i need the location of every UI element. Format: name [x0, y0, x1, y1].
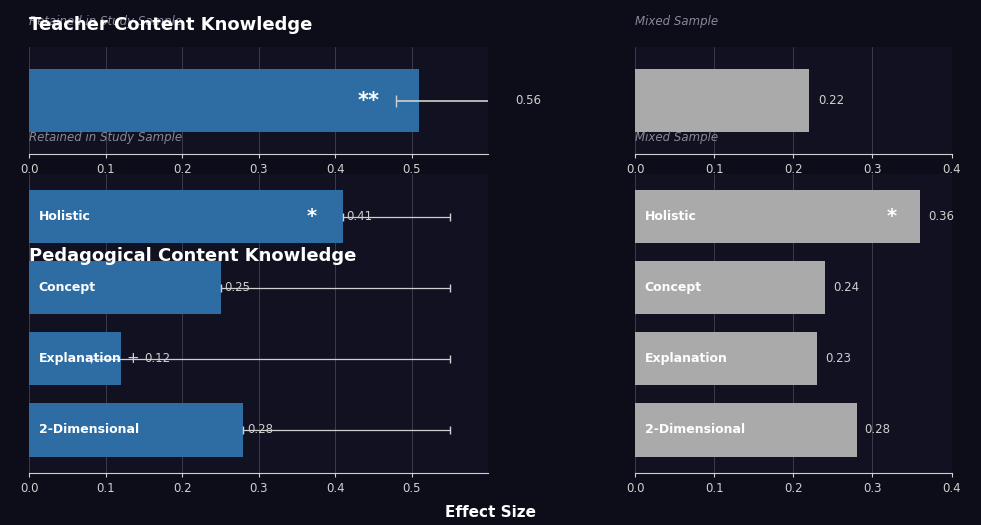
Text: Holistic: Holistic	[38, 210, 90, 223]
Text: **: **	[358, 90, 380, 111]
Bar	[29, 261, 221, 314]
Text: Pedagogical Content Knowledge: Pedagogical Content Knowledge	[29, 247, 357, 265]
Text: Mixed Sample: Mixed Sample	[636, 15, 718, 28]
Text: Teacher Content Knowledge: Teacher Content Knowledge	[29, 16, 313, 34]
Text: 2-Dimensional: 2-Dimensional	[38, 423, 138, 436]
Bar	[636, 332, 817, 385]
Text: *: *	[887, 207, 897, 226]
Text: 0.28: 0.28	[247, 423, 274, 436]
Text: 0.56: 0.56	[515, 94, 541, 107]
Text: Concept: Concept	[645, 281, 701, 295]
Text: 0.24: 0.24	[833, 281, 859, 295]
Bar	[636, 403, 856, 457]
Bar	[636, 261, 825, 314]
Text: Holistic: Holistic	[645, 210, 697, 223]
Bar	[29, 403, 243, 457]
Text: 0.41: 0.41	[346, 210, 373, 223]
Bar	[29, 190, 342, 244]
Text: Retained in Study Sample: Retained in Study Sample	[29, 15, 182, 28]
Bar	[636, 190, 920, 244]
Bar	[29, 332, 122, 385]
Text: 0.25: 0.25	[225, 281, 250, 295]
Text: Explanation: Explanation	[38, 352, 122, 365]
Text: 0.12: 0.12	[144, 352, 171, 365]
Text: Effect Size: Effect Size	[445, 505, 536, 520]
Text: 2-Dimensional: 2-Dimensional	[645, 423, 745, 436]
Text: Concept: Concept	[38, 281, 96, 295]
Text: *: *	[306, 207, 317, 226]
Text: Retained in Study Sample: Retained in Study Sample	[29, 131, 182, 144]
Bar	[29, 69, 419, 132]
Text: +: +	[127, 351, 139, 366]
Text: Mixed Sample: Mixed Sample	[636, 131, 718, 144]
Text: 0.23: 0.23	[825, 352, 852, 365]
Bar	[636, 69, 809, 132]
Text: 0.28: 0.28	[864, 423, 891, 436]
Text: 0.36: 0.36	[928, 210, 954, 223]
Text: Explanation: Explanation	[645, 352, 728, 365]
Text: 0.22: 0.22	[819, 94, 845, 107]
